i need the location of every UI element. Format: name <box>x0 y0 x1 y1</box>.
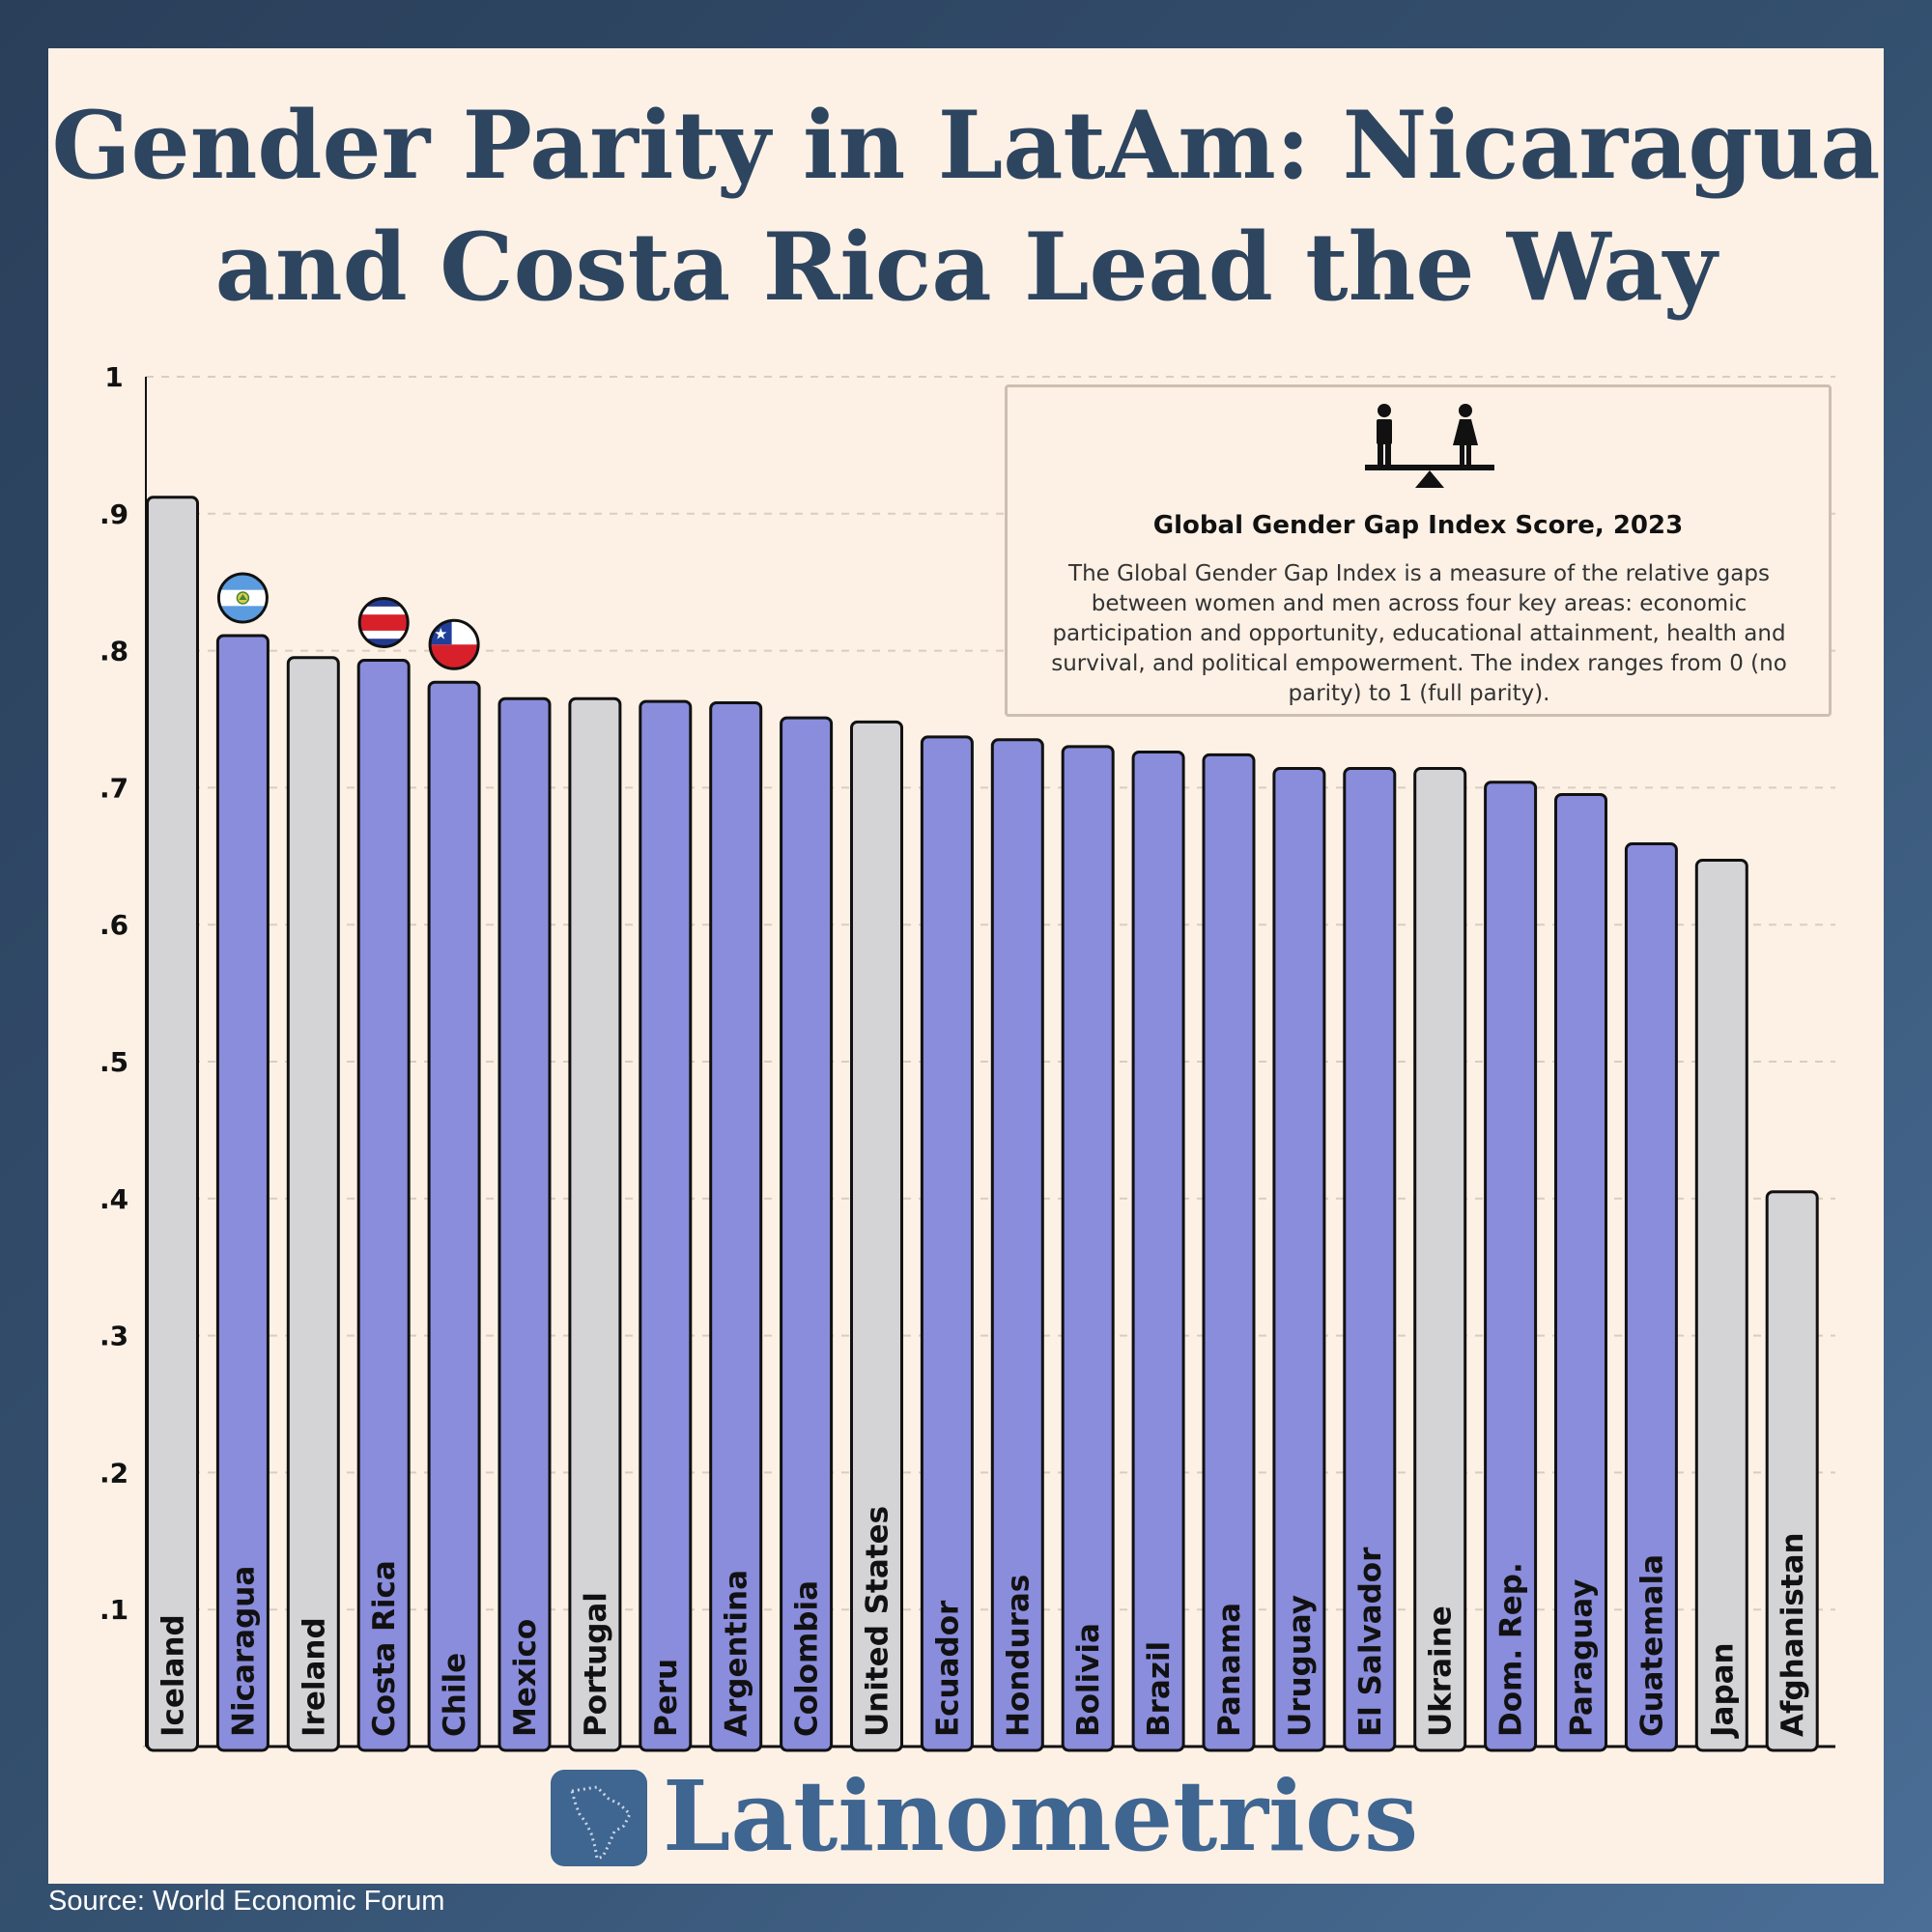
bar-dom-rep <box>1484 781 1538 1752</box>
page-title: Gender Parity in LatAm: Nicaragua and Co… <box>51 91 1881 322</box>
svg-text:★: ★ <box>434 625 447 643</box>
bar-labels: Iceland Nicaragua Ireland Costa Rica Chile Me… <box>156 1506 1811 1739</box>
costa-rica-flag-icon <box>357 597 410 649</box>
bar-nicaragua <box>215 634 270 1752</box>
chile-flag-icon: ★ <box>428 618 480 670</box>
source-note: Source: World Economic Forum <box>48 1886 445 1917</box>
y-tick-label: .1 <box>99 1594 128 1626</box>
brand-name: Latinometrics <box>663 1759 1419 1873</box>
bar-ireland <box>286 656 340 1752</box>
bar-label-el-salvador: El Salvador <box>1353 1547 1388 1737</box>
bar-label-portugal: Portugal <box>579 1592 613 1737</box>
bar-paraguay <box>1554 792 1607 1752</box>
bar-label-brazil: Brazil <box>1142 1641 1177 1737</box>
bar-label-panama: Panama <box>1212 1603 1247 1737</box>
y-tick-label: .6 <box>99 909 128 941</box>
bar-label-mexico: Mexico <box>508 1619 543 1737</box>
info-description: The Global Gender Gap Index is a measure… <box>1051 561 1787 706</box>
y-tick-label: .4 <box>99 1183 128 1215</box>
latam-map-shape <box>570 1785 632 1861</box>
bar-label-chile: Chile <box>438 1653 472 1737</box>
bar-label-honduras: Honduras <box>1001 1575 1036 1737</box>
bars <box>146 496 1819 1752</box>
gender-balance-icon <box>1365 404 1494 488</box>
bar-argentina <box>709 700 763 1752</box>
y-tick-label: 1 <box>104 361 123 393</box>
bar-label-argentina: Argentina <box>720 1570 754 1737</box>
bar-ukraine <box>1413 767 1467 1752</box>
y-tick-label: .5 <box>99 1046 128 1078</box>
y-tick-label: .8 <box>99 636 128 668</box>
bar-label-afghanistan: Afghanistan <box>1776 1532 1810 1737</box>
bar-japan <box>1694 859 1748 1752</box>
bar-mexico <box>497 696 552 1752</box>
nicaragua-flag-icon <box>216 572 269 624</box>
info-title: Global Gender Gap Index Score, 2023 <box>1152 511 1684 540</box>
bar-chile <box>427 680 481 1752</box>
bar-uruguay <box>1272 767 1326 1752</box>
bar-afghanistan <box>1765 1190 1819 1752</box>
bar-label-nicaragua: Nicaragua <box>226 1566 261 1737</box>
bar-label-dom-rep: Dom. Rep. <box>1494 1562 1529 1737</box>
bar-label-ireland: Ireland <box>297 1617 331 1737</box>
y-tick-label: .2 <box>99 1457 128 1489</box>
bar-el-salvador <box>1343 767 1397 1752</box>
bar-label-guatemala: Guatemala <box>1634 1554 1669 1737</box>
info-box: Global Gender Gap Index Score, 2023 The … <box>1005 384 1832 717</box>
bar-label-colombia: Colombia <box>790 1580 825 1737</box>
bar-label-united-states: United States <box>861 1506 895 1737</box>
latam-map-icon <box>551 1770 647 1866</box>
bar-iceland <box>146 496 199 1752</box>
bar-costa-rica <box>356 659 411 1752</box>
y-tick-label: .7 <box>99 772 128 804</box>
bar-peru <box>639 699 693 1752</box>
bar-label-japan: Japan <box>1705 1642 1740 1739</box>
bar-label-costa-rica: Costa Rica <box>367 1560 402 1737</box>
y-tick-label: .9 <box>99 498 128 530</box>
bar-portugal <box>568 696 622 1752</box>
bar-label-peru: Peru <box>649 1659 684 1737</box>
y-tick-labels: 1 .9 .8 .7 .6 .5 .4 .3 .2 .1 <box>99 361 128 1626</box>
bar-label-bolivia: Bolivia <box>1071 1623 1106 1737</box>
bar-label-ukraine: Ukraine <box>1424 1605 1459 1737</box>
bar-colombia <box>780 716 834 1752</box>
bar-label-paraguay: Paraguay <box>1565 1579 1600 1737</box>
bar-label-iceland: Iceland <box>156 1614 191 1737</box>
bar-label-uruguay: Uruguay <box>1283 1595 1318 1737</box>
bar-brazil <box>1131 751 1185 1752</box>
bar-guatemala <box>1624 842 1678 1752</box>
bar-label-ecuador: Ecuador <box>930 1600 965 1737</box>
brand-logo: Latinometrics <box>551 1759 1418 1874</box>
bar-ecuador <box>920 735 974 1752</box>
bar-honduras <box>990 738 1044 1752</box>
bar-united-states <box>850 720 903 1752</box>
y-tick-label: .3 <box>99 1321 128 1352</box>
bar-panama <box>1202 753 1256 1752</box>
bar-bolivia <box>1061 745 1115 1752</box>
